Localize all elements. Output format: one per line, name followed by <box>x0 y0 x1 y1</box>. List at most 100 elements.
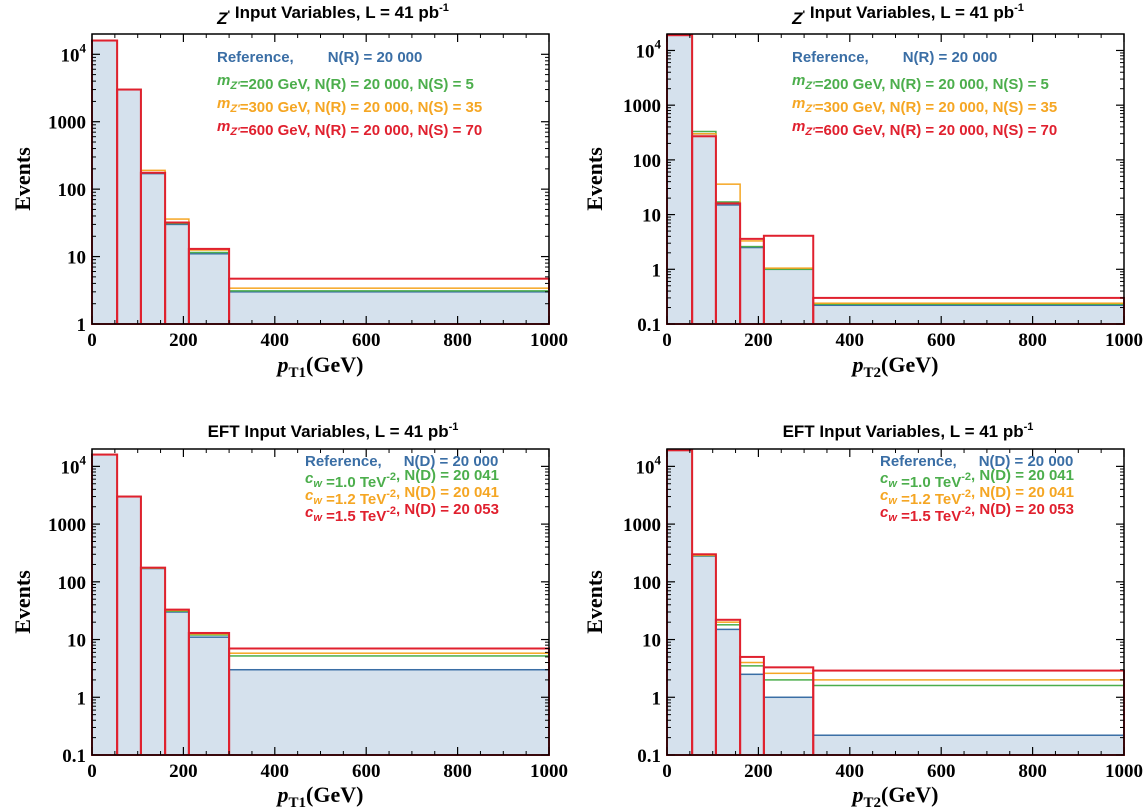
tick-label: 104 <box>636 452 662 478</box>
legend-entry: cw =1.2 TeV-2, N(D) = 20 041 <box>880 484 1074 508</box>
tick-label: 100 <box>633 573 662 594</box>
tick-label: 0.1 <box>637 315 661 336</box>
tick-label: 0.1 <box>637 746 661 767</box>
tick-label: 104 <box>61 40 87 66</box>
x-axis: 0 200 400 600 800 1000 <box>87 449 568 782</box>
y-axis: 0.1 1 10 100 1000 104 <box>623 36 1124 336</box>
tick-label: 200 <box>169 330 198 351</box>
tick-label: 1 <box>652 260 662 281</box>
tick-label: 1 <box>77 688 87 709</box>
tick-label: 1000 <box>530 330 568 351</box>
y-axis-label: Events <box>10 147 35 211</box>
tick-label: 400 <box>836 761 865 782</box>
x-axis-label: pT2(GeV) <box>851 782 939 811</box>
tick-label: 1000 <box>623 515 661 536</box>
tick-label: 600 <box>927 330 956 351</box>
series-1 <box>666 34 1125 325</box>
tick-label: 0 <box>87 330 97 351</box>
bar <box>91 39 118 325</box>
legend-entry: mZ'=200 GeV, N(R) = 20 000, N(S) = 5 <box>217 72 474 93</box>
panel-4: 0 200 400 600 800 1000 0.1 1 10 100 1000 104 EFT Inp… <box>582 421 1143 811</box>
legend-entry: cw =1.0 TeV-2, N(D) = 20 041 <box>305 467 499 491</box>
tick-label: 10 <box>642 631 661 652</box>
legend-entry: cw =1.2 TeV-2, N(D) = 20 041 <box>305 484 499 508</box>
tick-label: 800 <box>443 761 472 782</box>
tick-label: 600 <box>352 330 381 351</box>
panel-2: 0 200 400 600 800 1000 0.1 1 10 100 1000 104 Z' Inpu… <box>582 2 1143 381</box>
bar <box>666 449 693 756</box>
tick-label: 0 <box>87 761 97 782</box>
legend-entry: Reference, N(R) = 20 000 <box>217 49 422 66</box>
series-1 <box>91 453 550 756</box>
bar <box>228 291 550 325</box>
legend: Reference, N(R) = 20 000 mZ'=200 GeV, N(R)… <box>217 49 482 139</box>
tick-label: 1000 <box>48 515 86 536</box>
tick-label: 400 <box>836 330 865 351</box>
tick-label: 800 <box>1018 330 1047 351</box>
bar <box>715 204 741 325</box>
tick-label: 800 <box>443 330 472 351</box>
bar <box>715 628 741 756</box>
x-axis-label: pT2(GeV) <box>851 352 939 381</box>
tick-label: 1000 <box>530 761 568 782</box>
bar <box>763 696 814 756</box>
tick-label: 0 <box>662 761 672 782</box>
legend-entry: mZ'=300 GeV, N(R) = 20 000, N(S) = 35 <box>792 95 1057 116</box>
legend-entry: mZ'=600 GeV, N(R) = 20 000, N(S) = 70 <box>217 118 482 139</box>
series-1 <box>91 39 550 325</box>
tick-label: 104 <box>636 36 662 62</box>
chart-title: EFT Input Variables, L = 41 pb-1 <box>208 421 459 441</box>
tick-label: 1000 <box>1105 761 1143 782</box>
tick-label: 1000 <box>1105 330 1143 351</box>
bar <box>739 673 765 756</box>
chart-title: Z' Input Variables, L = 41 pb-1 <box>791 2 1024 28</box>
x-axis-label: pT1(GeV) <box>276 352 364 381</box>
series-1 <box>666 449 1125 756</box>
y-axis: 0.1 1 10 100 1000 104 <box>623 452 1124 767</box>
y-axis: 0.1 1 10 100 1000 104 <box>48 452 549 767</box>
legend-entry: cw =1.5 TeV-2, N(D) = 20 053 <box>305 501 499 525</box>
bar <box>739 246 765 325</box>
x-axis: 0 200 400 600 800 1000 <box>662 34 1143 351</box>
y-axis-label: Events <box>582 570 607 634</box>
legend: Reference, N(R) = 20 000 mZ'=200 GeV, N(R)… <box>792 49 1057 139</box>
legend-entry: mZ'=600 GeV, N(R) = 20 000, N(S) = 70 <box>792 118 1057 139</box>
tick-label: 100 <box>58 180 87 201</box>
bar <box>140 567 166 756</box>
tick-label: 0 <box>662 330 672 351</box>
legend-entry: Reference, N(D) = 20 000 <box>305 453 498 470</box>
bar <box>691 555 717 756</box>
tick-label: 104 <box>61 452 87 478</box>
legend-entry: mZ'=200 GeV, N(R) = 20 000, N(S) = 5 <box>792 72 1049 93</box>
bar <box>666 34 693 325</box>
tick-label: 400 <box>261 330 290 351</box>
tick-label: 600 <box>352 761 381 782</box>
tick-label: 1000 <box>623 96 661 117</box>
x-axis: 0 200 400 600 800 1000 <box>87 34 568 351</box>
y-axis: 1 10 100 1000 104 <box>48 40 549 336</box>
bar <box>164 223 190 325</box>
tick-label: 10 <box>67 631 86 652</box>
tick-label: 200 <box>169 761 198 782</box>
tick-label: 1000 <box>48 113 86 134</box>
tick-label: 200 <box>744 330 773 351</box>
bar <box>116 88 142 325</box>
bar <box>691 133 717 325</box>
panel-1: 0 200 400 600 800 1000 1 10 100 1000 104 Z' Input V… <box>10 2 568 381</box>
bar <box>188 636 230 756</box>
bar <box>228 668 550 756</box>
bar <box>812 304 1125 325</box>
legend-entry: Reference, N(D) = 20 000 <box>880 453 1073 470</box>
tick-label: 800 <box>1018 761 1047 782</box>
tick-label: 1 <box>77 315 87 336</box>
y-axis-label: Events <box>10 570 35 634</box>
tick-label: 100 <box>633 151 662 172</box>
tick-label: 400 <box>261 761 290 782</box>
x-axis-label: pT1(GeV) <box>276 782 364 811</box>
bar <box>188 253 230 325</box>
bar <box>812 734 1125 756</box>
panel-3: 0 200 400 600 800 1000 0.1 1 10 100 1000 104 EFT Inp… <box>10 421 568 811</box>
legend-entry: mZ'=300 GeV, N(R) = 20 000, N(S) = 35 <box>217 95 482 116</box>
